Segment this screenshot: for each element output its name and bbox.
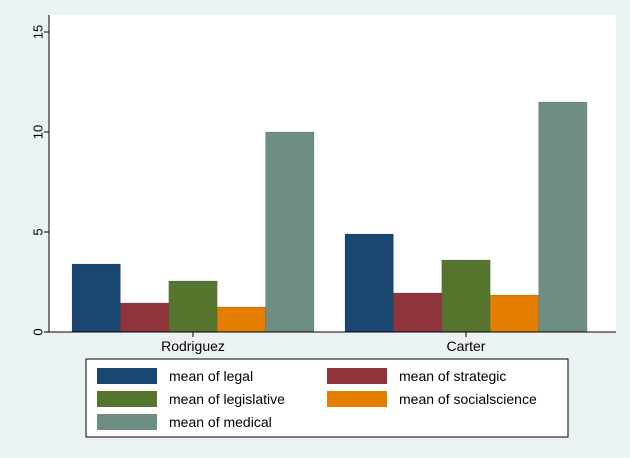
legend-label: mean of legislative (169, 391, 285, 407)
legend-swatch (97, 368, 157, 384)
x-category-label: Rodriguez (161, 338, 225, 354)
bar (265, 131, 315, 333)
y-tick-label: 10 (31, 125, 46, 139)
legend-swatch (327, 368, 387, 384)
bar (393, 292, 443, 333)
bar (489, 294, 539, 333)
x-axis: Rodriguez Carter (49, 331, 616, 354)
plot-area (49, 15, 616, 332)
legend-label: mean of socialscience (399, 391, 537, 407)
bar (216, 306, 266, 333)
legend-swatch (327, 391, 387, 407)
legend-swatch (97, 391, 157, 407)
bars (71, 101, 588, 333)
bar (120, 302, 170, 333)
legend-label: mean of legal (169, 368, 253, 384)
bar (441, 259, 491, 333)
y-tick-label: 5 (31, 228, 46, 235)
legend-label: mean of strategic (399, 368, 506, 384)
x-category-label: Carter (447, 338, 486, 354)
legend-swatch (97, 414, 157, 430)
bar (344, 233, 394, 333)
legend: mean of legal mean of strategic mean of le… (85, 358, 569, 438)
bar (168, 280, 218, 333)
bar (71, 263, 121, 333)
bar (538, 101, 588, 333)
y-tick-label: 0 (31, 328, 46, 335)
y-tick-label: 15 (31, 25, 46, 39)
y-axis: 0 5 10 15 (31, 15, 50, 336)
legend-label: mean of medical (169, 414, 272, 430)
